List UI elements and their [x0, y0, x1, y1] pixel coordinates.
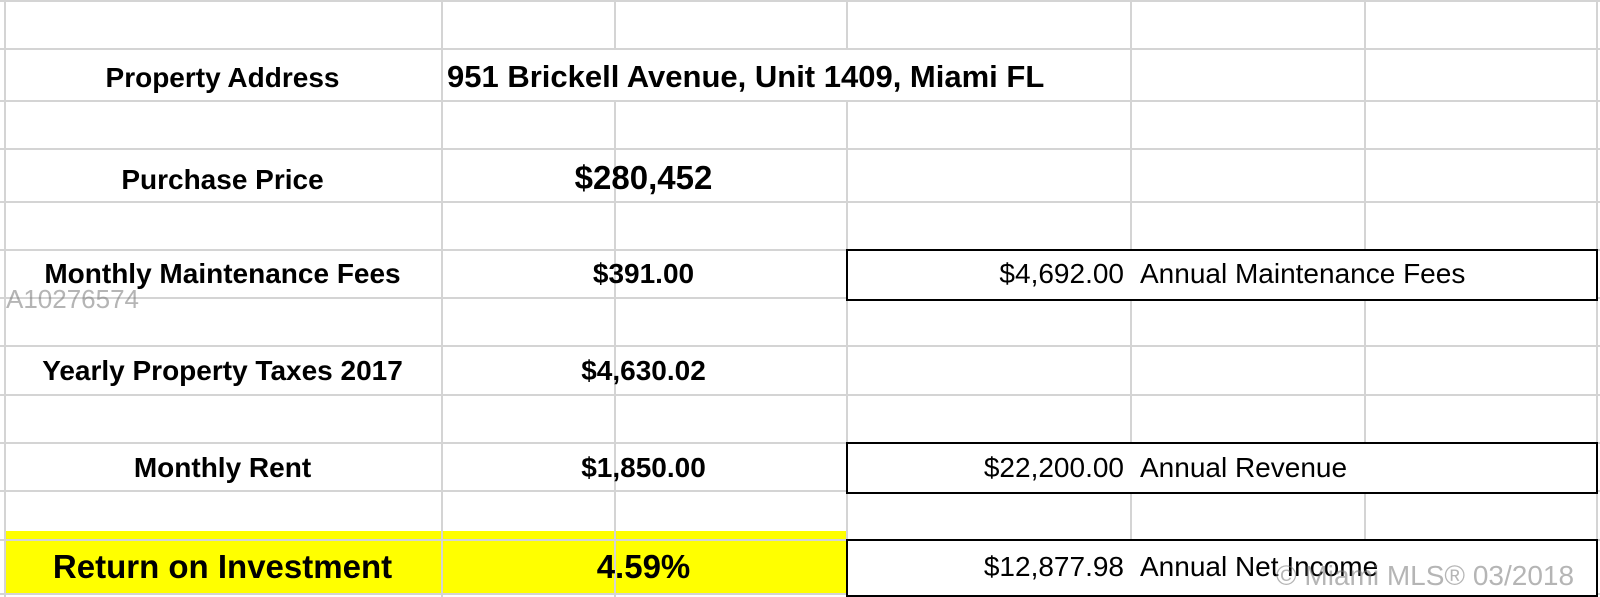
gridline-h	[0, 100, 1600, 102]
copyright-watermark: © Miami MLS® 03/2018	[1276, 560, 1575, 591]
gridline-h	[0, 442, 1600, 444]
annual-net-income-label: Annual Net Income	[1140, 551, 1379, 582]
gridline-h	[0, 249, 1600, 251]
annual-maintenance-value: $4,692.00	[999, 258, 1124, 289]
gridline-h	[0, 148, 1600, 150]
annual-revenue-box	[846, 442, 1598, 494]
gridline-h	[0, 345, 1600, 347]
monthly-maintenance-label: Monthly Maintenance Fees	[44, 258, 401, 289]
roi-label: Return on Investment	[52, 548, 393, 585]
gridline-h	[0, 201, 1600, 203]
purchase-price-label: Purchase Price	[121, 164, 324, 195]
gridline-h	[0, 0, 1600, 2]
monthly-maintenance-value: $391.00	[592, 258, 695, 289]
annual-maintenance-box	[846, 249, 1598, 301]
monthly-rent-value: $1,850.00	[581, 452, 706, 483]
gridline-h	[0, 297, 1600, 299]
property-address-value: 951 Brickell Avenue, Unit 1409, Miami FL	[447, 59, 1045, 94]
yearly-taxes-label: Yearly Property Taxes 2017	[42, 354, 403, 386]
gridline-h	[0, 490, 1600, 492]
property-address-label: Property Address	[105, 62, 340, 93]
annual-net-income-value: $12,877.98	[983, 551, 1124, 582]
purchase-price-value: $280,452	[574, 159, 713, 196]
annual-net-income-box	[846, 539, 1598, 597]
monthly-rent-label: Monthly Rent	[133, 452, 312, 483]
gridline-h	[0, 48, 1600, 50]
yearly-taxes-value: $4,630.02	[581, 354, 706, 386]
annual-maintenance-label: Annual Maintenance Fees	[1140, 258, 1466, 289]
roi-value: 4.59%	[596, 548, 691, 585]
gridline-h	[0, 394, 1600, 396]
annual-revenue-value: $22,200.00	[983, 452, 1124, 483]
gridline-h	[0, 539, 1600, 541]
mls-id-watermark: A10276574	[6, 284, 140, 314]
annual-revenue-label: Annual Revenue	[1140, 452, 1348, 483]
gridline-h	[0, 593, 1600, 595]
roi-highlight	[4, 531, 846, 593]
address-merged-cell	[443, 50, 1128, 100]
